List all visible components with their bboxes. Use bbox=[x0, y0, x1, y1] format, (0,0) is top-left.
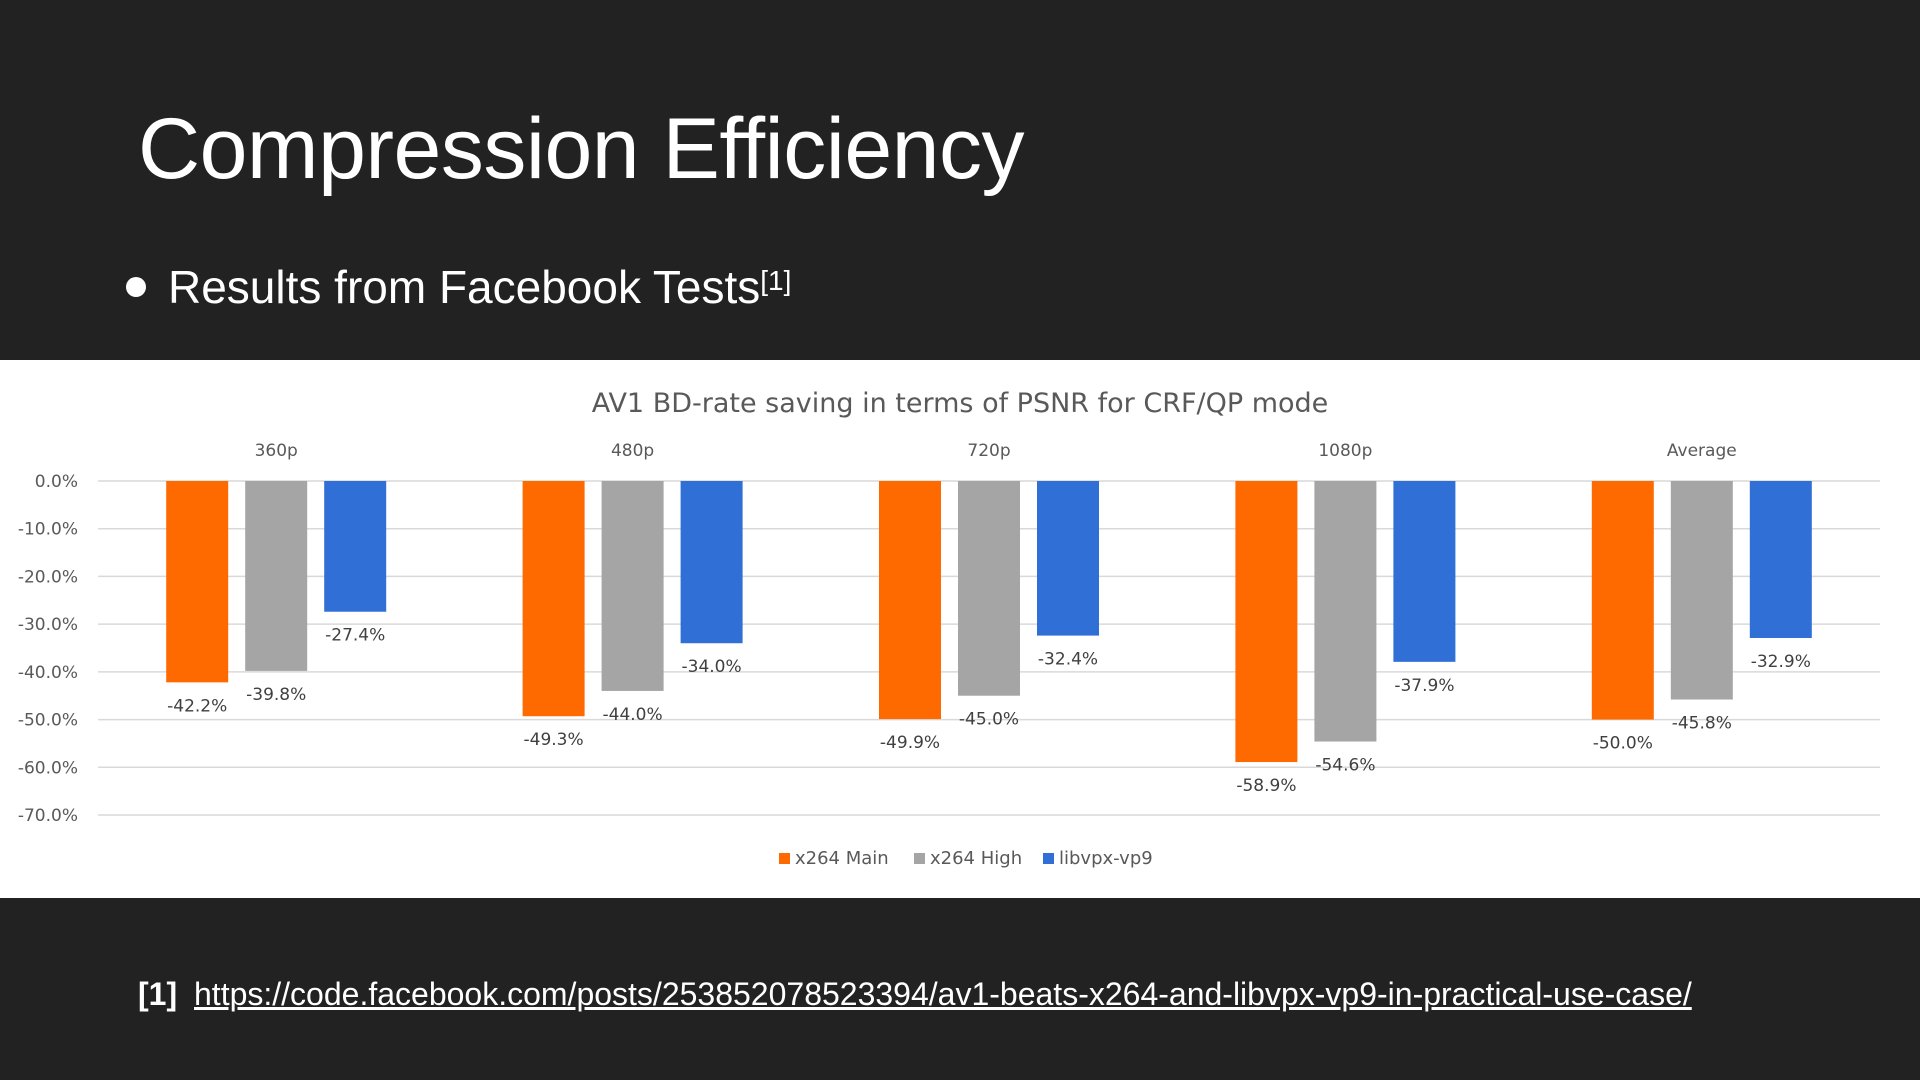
legend-swatch bbox=[1043, 853, 1054, 864]
y-tick-label: -70.0% bbox=[18, 806, 78, 826]
bar bbox=[1749, 481, 1812, 638]
legend-label: libvpx-vp9 bbox=[1059, 848, 1153, 869]
y-tick-label: -30.0% bbox=[18, 615, 78, 635]
data-label: -39.8% bbox=[246, 685, 306, 705]
bullet-text: Results from Facebook Tests bbox=[168, 261, 761, 313]
data-label: -37.9% bbox=[1394, 676, 1454, 696]
data-label: -44.0% bbox=[603, 705, 663, 725]
footnote: [1] https://code.facebook.com/posts/2538… bbox=[138, 976, 1692, 1013]
y-tick-label: -20.0% bbox=[18, 567, 78, 587]
bullet-reference: [1] bbox=[760, 265, 792, 296]
slide-title: Compression Efficiency bbox=[138, 101, 1025, 197]
data-label: -32.9% bbox=[1751, 652, 1811, 672]
y-tick-label: -10.0% bbox=[18, 520, 78, 540]
bar bbox=[1591, 481, 1654, 720]
bar bbox=[1235, 481, 1298, 763]
data-label: -32.4% bbox=[1038, 650, 1098, 670]
data-label: -49.9% bbox=[880, 733, 940, 753]
legend-label: x264 High bbox=[930, 848, 1022, 869]
bar bbox=[680, 481, 743, 644]
category-label: 360p bbox=[255, 441, 298, 461]
y-tick-label: -50.0% bbox=[18, 711, 78, 731]
bar bbox=[245, 481, 308, 671]
legend-label: x264 Main bbox=[795, 848, 889, 869]
y-tick-label: -40.0% bbox=[18, 663, 78, 683]
category-label: 720p bbox=[967, 441, 1010, 461]
bar bbox=[601, 481, 664, 691]
legend-swatch bbox=[779, 853, 790, 864]
bar bbox=[324, 481, 387, 612]
bar bbox=[1314, 481, 1377, 742]
data-label: -42.2% bbox=[167, 696, 227, 716]
bar bbox=[1670, 481, 1733, 700]
chart-title: AV1 BD-rate saving in terms of PSNR for … bbox=[592, 388, 1329, 419]
bar bbox=[958, 481, 1020, 696]
bar-chart: AV1 BD-rate saving in terms of PSNR for … bbox=[18, 388, 1880, 869]
data-label: -54.6% bbox=[1315, 756, 1375, 776]
data-label: -45.8% bbox=[1672, 714, 1732, 734]
bullet-dot-icon bbox=[126, 277, 146, 297]
category-label: 1080p bbox=[1318, 441, 1372, 461]
data-label: -34.0% bbox=[682, 657, 742, 677]
category-label: 480p bbox=[611, 441, 654, 461]
footnote-ref: [1] bbox=[138, 976, 178, 1012]
y-tick-label: 0.0% bbox=[35, 472, 78, 492]
footnote-link[interactable]: https://code.facebook.com/posts/25385207… bbox=[194, 976, 1692, 1012]
bullet-item: Results from Facebook Tests [1] bbox=[126, 260, 791, 314]
bar bbox=[879, 481, 941, 720]
chart-panel: AV1 BD-rate saving in terms of PSNR for … bbox=[0, 360, 1920, 898]
bar bbox=[1393, 481, 1456, 662]
data-label: -49.3% bbox=[524, 730, 584, 750]
bar bbox=[522, 481, 585, 717]
y-tick-label: -60.0% bbox=[18, 758, 78, 778]
bar bbox=[166, 481, 229, 683]
data-label: -45.0% bbox=[959, 710, 1019, 730]
data-label: -27.4% bbox=[325, 626, 385, 646]
legend-swatch bbox=[914, 853, 925, 864]
data-label: -58.9% bbox=[1236, 776, 1296, 796]
category-label: Average bbox=[1667, 441, 1737, 461]
bar bbox=[1037, 481, 1099, 636]
data-label: -50.0% bbox=[1593, 734, 1653, 754]
